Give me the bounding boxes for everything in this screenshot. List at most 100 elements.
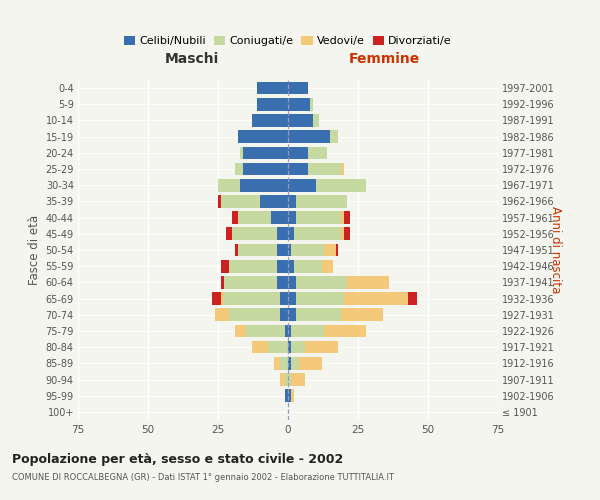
Bar xyxy=(212,292,221,305)
Bar xyxy=(232,212,238,224)
Bar xyxy=(347,276,389,288)
Bar xyxy=(293,228,341,240)
Y-axis label: Fasce di età: Fasce di età xyxy=(28,215,41,285)
Bar xyxy=(221,260,229,272)
Bar xyxy=(296,308,341,321)
Bar xyxy=(218,179,241,192)
Bar xyxy=(296,292,344,305)
Bar xyxy=(224,292,280,305)
Bar xyxy=(285,324,288,338)
Bar xyxy=(291,373,305,386)
Bar xyxy=(288,341,291,353)
Bar xyxy=(288,244,291,256)
Bar xyxy=(288,357,291,370)
Bar xyxy=(221,276,224,288)
Bar xyxy=(335,244,338,256)
Bar xyxy=(257,82,288,94)
Bar xyxy=(280,357,288,370)
Bar xyxy=(288,260,293,272)
Bar xyxy=(224,276,277,288)
Bar xyxy=(341,212,344,224)
Bar xyxy=(280,308,288,321)
Bar xyxy=(288,130,330,143)
Bar xyxy=(305,341,338,353)
Bar xyxy=(277,244,288,256)
Bar xyxy=(344,292,409,305)
Bar xyxy=(288,98,310,110)
Bar xyxy=(221,292,224,305)
Bar xyxy=(274,357,280,370)
Bar xyxy=(238,130,288,143)
Bar xyxy=(291,390,293,402)
Bar xyxy=(316,179,367,192)
Bar xyxy=(218,195,221,207)
Bar xyxy=(313,114,319,127)
Bar xyxy=(235,162,243,175)
Bar xyxy=(241,146,243,159)
Bar xyxy=(291,357,299,370)
Y-axis label: Anni di nascita: Anni di nascita xyxy=(549,206,562,294)
Bar xyxy=(293,260,322,272)
Text: Popolazione per età, sesso e stato civile - 2002: Popolazione per età, sesso e stato civil… xyxy=(12,452,343,466)
Bar xyxy=(260,195,288,207)
Text: Maschi: Maschi xyxy=(164,52,218,66)
Bar xyxy=(291,244,325,256)
Bar xyxy=(325,324,367,338)
Bar xyxy=(341,308,383,321)
Bar xyxy=(344,212,350,224)
Bar xyxy=(288,228,293,240)
Bar xyxy=(277,228,288,240)
Bar xyxy=(341,162,344,175)
Bar xyxy=(277,276,288,288)
Bar xyxy=(291,324,325,338)
Bar xyxy=(243,146,288,159)
Bar xyxy=(288,324,291,338)
Bar xyxy=(246,324,285,338)
Bar xyxy=(235,324,246,338)
Bar xyxy=(341,228,344,240)
Bar xyxy=(288,308,296,321)
Bar xyxy=(288,276,296,288)
Bar xyxy=(288,179,316,192)
Bar xyxy=(215,308,229,321)
Bar xyxy=(288,195,296,207)
Bar xyxy=(251,114,288,127)
Bar xyxy=(288,292,296,305)
Bar xyxy=(232,228,277,240)
Bar xyxy=(238,212,271,224)
Bar xyxy=(226,228,232,240)
Bar xyxy=(243,162,288,175)
Bar xyxy=(344,228,350,240)
Bar xyxy=(325,244,335,256)
Bar xyxy=(296,212,341,224)
Bar xyxy=(277,260,288,272)
Bar xyxy=(296,195,347,207)
Bar xyxy=(288,82,308,94)
Bar xyxy=(280,373,285,386)
Bar xyxy=(280,292,288,305)
Bar xyxy=(285,390,288,402)
Bar xyxy=(288,162,308,175)
Bar xyxy=(288,390,291,402)
Bar xyxy=(251,341,268,353)
Bar xyxy=(235,244,238,256)
Bar xyxy=(409,292,417,305)
Bar xyxy=(268,341,288,353)
Bar xyxy=(288,373,291,386)
Bar xyxy=(241,179,288,192)
Bar xyxy=(238,244,277,256)
Bar xyxy=(257,98,288,110)
Bar xyxy=(299,357,322,370)
Bar xyxy=(229,260,277,272)
Text: Femmine: Femmine xyxy=(349,52,420,66)
Bar xyxy=(221,195,260,207)
Bar xyxy=(285,373,288,386)
Text: COMUNE DI ROCCALBEGNA (GR) - Dati ISTAT 1° gennaio 2002 - Elaborazione TUTTITALI: COMUNE DI ROCCALBEGNA (GR) - Dati ISTAT … xyxy=(12,472,394,482)
Bar xyxy=(310,98,313,110)
Bar xyxy=(291,341,305,353)
Bar xyxy=(308,162,341,175)
Bar xyxy=(288,146,308,159)
Bar xyxy=(271,212,288,224)
Bar xyxy=(288,212,296,224)
Bar xyxy=(308,146,327,159)
